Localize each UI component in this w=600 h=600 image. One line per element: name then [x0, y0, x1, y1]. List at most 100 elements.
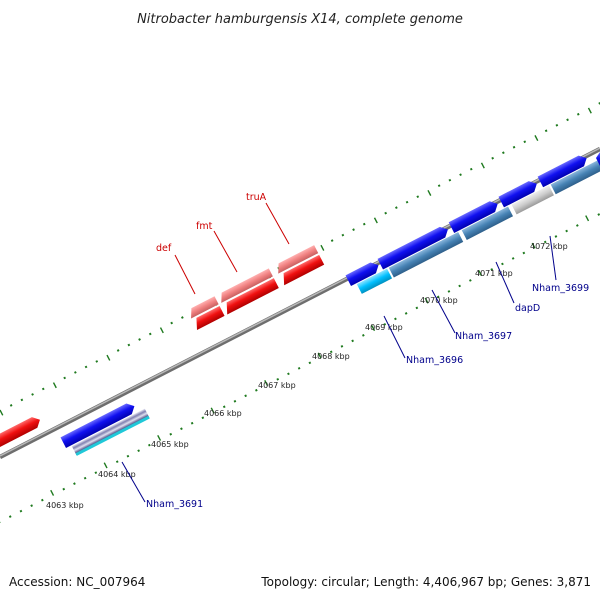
- scale-tick: [62, 487, 66, 491]
- gene-arrow-partial-top[interactable]: [596, 152, 600, 166]
- scale-tick: [41, 387, 45, 391]
- scale-tick: [115, 460, 119, 464]
- gene-nham-3696-cds[interactable]: [356, 268, 393, 294]
- scale-tick: [63, 376, 67, 380]
- gene-arrow-red-left[interactable]: [0, 414, 43, 452]
- scale-tick: [308, 361, 312, 365]
- scale-tick: [544, 129, 548, 133]
- scale-tick: [468, 279, 472, 282]
- gene-label-nham-3697[interactable]: Nham_3697: [455, 331, 512, 342]
- scale-tick: [169, 432, 173, 436]
- gene-label-nham-3696[interactable]: Nham_3696: [406, 355, 463, 366]
- gene-dapd-cds[interactable]: [461, 206, 514, 240]
- scale-tick: [148, 332, 152, 336]
- gene-label-trua[interactable]: truA: [246, 192, 267, 203]
- scale-tick: [469, 167, 473, 171]
- scale-tick: [585, 215, 590, 222]
- gene-def-light[interactable]: [187, 296, 219, 319]
- kbp-label: 4065 kbp: [151, 440, 189, 449]
- scale-tick: [534, 135, 539, 142]
- scale-tick: [73, 482, 76, 486]
- scale-tick: [244, 394, 247, 398]
- scale-tick: [555, 123, 559, 127]
- gene-arrow-right-edge[interactable]: [537, 153, 590, 188]
- scale-tick: [384, 211, 388, 215]
- gene-trua-light[interactable]: [274, 245, 319, 274]
- scale-tick: [341, 233, 345, 237]
- inner-tick-ring: [0, 213, 600, 523]
- scale-tick: [502, 151, 505, 155]
- scale-tick: [103, 462, 108, 469]
- kbp-label: 4064 kbp: [98, 470, 136, 479]
- scale-tick: [543, 240, 547, 244]
- gene-fmt[interactable]: [222, 278, 279, 315]
- scale-tick: [415, 306, 419, 310]
- kbp-label: 4069 kbp: [365, 323, 403, 332]
- kbp-label: 4071 kbp: [475, 269, 513, 278]
- scale-tick: [424, 297, 429, 304]
- gene-def[interactable]: [192, 306, 225, 330]
- scale-tick: [490, 268, 494, 271]
- gene-label-def[interactable]: def: [156, 243, 172, 254]
- gene-nham-3691-cds-cyan[interactable]: [75, 415, 150, 456]
- scale-tick: [512, 145, 516, 149]
- topology-text: Topology: circular; Length: 4,406,967 bp…: [260, 575, 591, 589]
- gene-labels: def fmt truA Nham_3691 Nham_3696 Nham_36…: [121, 192, 589, 510]
- kbp-label: 4072 kbp: [530, 242, 568, 251]
- gene-nham-3697-cds[interactable]: [388, 232, 464, 278]
- scale-tick: [565, 229, 568, 233]
- scale-tick: [373, 217, 378, 224]
- scale-tick: [138, 338, 141, 341]
- scale-tick: [395, 206, 398, 210]
- gene-dapd[interactable]: [448, 199, 501, 233]
- gene-nham-3691-cds[interactable]: [71, 408, 150, 456]
- scale-tick: [317, 352, 322, 359]
- scale-tick: [74, 371, 77, 374]
- scale-tick: [361, 334, 365, 337]
- scale-tick: [222, 405, 226, 409]
- scale-tick: [210, 407, 215, 414]
- scale-tick: [587, 107, 592, 114]
- gene-trua[interactable]: [279, 254, 325, 286]
- kbp-label: 4068 kbp: [312, 352, 350, 361]
- gene-label-dapd[interactable]: dapD: [515, 303, 540, 314]
- scale-tick: [329, 350, 333, 354]
- scale-tick: [554, 235, 558, 238]
- gene-nham-3691[interactable]: [60, 401, 138, 448]
- scale-tick: [20, 398, 24, 402]
- gene-nham-3696[interactable]: [345, 260, 382, 286]
- scale-tick: [437, 184, 441, 188]
- scale-tick: [491, 156, 495, 160]
- gene-label-nham-3699[interactable]: Nham_3699: [532, 283, 589, 294]
- gene-right-edge-cds[interactable]: [550, 157, 600, 195]
- scale-tick: [106, 354, 111, 361]
- scale-tick: [40, 498, 44, 502]
- scale-tick: [597, 213, 600, 216]
- gene-nham-3697[interactable]: [377, 224, 451, 270]
- scale-tick: [566, 118, 569, 122]
- scale-tick: [575, 224, 579, 227]
- scale-tick: [447, 290, 451, 293]
- gene-nham-3699[interactable]: [498, 178, 539, 208]
- scale-tick: [8, 515, 12, 518]
- reverse-strand-genes: [0, 245, 325, 452]
- scale-tick: [19, 509, 23, 513]
- scale-tick: [0, 409, 4, 416]
- scale-tick: [181, 316, 184, 319]
- gene-label-nham-3691[interactable]: Nham_3691: [146, 499, 203, 510]
- scale-tick: [84, 365, 88, 369]
- gene-nham-3699-cds[interactable]: [511, 185, 554, 215]
- scale-tick: [94, 471, 98, 475]
- kbp-label: 4070 kbp: [420, 296, 458, 305]
- scale-tick: [254, 388, 258, 392]
- scale-tick: [405, 200, 409, 204]
- scale-tick: [180, 427, 183, 431]
- scale-tick: [116, 349, 120, 352]
- gene-fmt-light[interactable]: [217, 268, 273, 303]
- scale-tick: [501, 262, 504, 266]
- gene-label-fmt[interactable]: fmt: [196, 221, 213, 232]
- scale-tick: [352, 228, 355, 231]
- scale-tick: [362, 222, 366, 226]
- scale-tick: [170, 321, 174, 325]
- map-title: Nitrobacter hamburgensis X14, complete g…: [137, 12, 463, 27]
